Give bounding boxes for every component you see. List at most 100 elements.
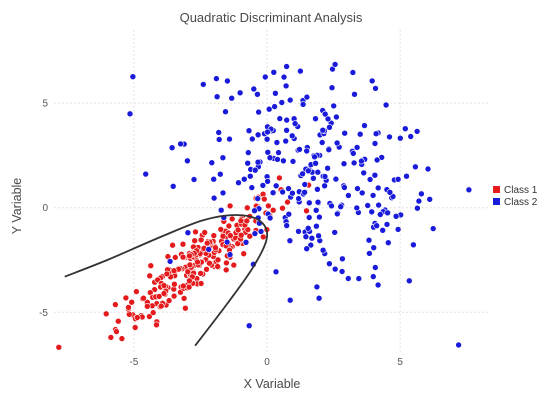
scatter-point-class-2: [310, 175, 317, 182]
decision-boundary: [64, 214, 269, 347]
scatter-point-class-1: [197, 280, 205, 287]
scatter-point-class-2: [349, 69, 357, 76]
scatter-point-class-2: [321, 173, 329, 180]
scatter-point-class-2: [328, 202, 335, 210]
scatter-point-class-2: [338, 268, 346, 275]
scatter-point-class-1: [165, 297, 173, 304]
y-tick-label: 0: [42, 203, 48, 214]
scatter-point-class-1: [113, 328, 120, 335]
scatter-point-class-2: [129, 73, 137, 80]
scatter-point-class-2: [324, 115, 332, 123]
scatter-point-class-2: [331, 229, 339, 236]
scatter-point-class-2: [295, 195, 302, 202]
scatter-point-class-1: [203, 265, 210, 273]
scatter-point-class-2: [272, 90, 279, 97]
scatter-point-class-2: [314, 168, 322, 176]
scatter-point-class-2: [314, 198, 322, 206]
scatter-point-class-1: [118, 335, 126, 342]
scatter-point-class-2: [228, 94, 235, 102]
scatter-point-class-1: [134, 314, 141, 321]
scatter-point-class-2: [302, 233, 310, 240]
scatter-point-class-1: [184, 268, 192, 276]
scatter-point-class-1: [180, 282, 187, 290]
scatter-point-class-2: [407, 133, 415, 140]
scatter-point-class-2: [271, 103, 278, 110]
scatter-point-class-2: [413, 128, 421, 135]
scatter-point-class-2: [276, 115, 284, 122]
scatter-point-class-2: [250, 85, 258, 93]
scatter-point-class-2: [166, 258, 174, 265]
scatter-point-class-2: [368, 77, 376, 85]
scatter-point-class-2: [340, 160, 348, 167]
scatter-point-class-1: [260, 195, 268, 203]
scatter-point-class-2: [251, 166, 259, 174]
y-tick-label: -5: [39, 308, 48, 319]
scatter-point-class-2: [303, 93, 311, 101]
scatter-point-class-2: [301, 189, 308, 196]
scatter-point-class-1: [230, 261, 238, 269]
scatter-point-class-1: [133, 288, 140, 295]
scatter-point-class-2: [215, 129, 222, 136]
scatter-point-class-2: [190, 176, 198, 183]
scatter-point-class-2: [219, 154, 227, 161]
scatter-point-class-2: [345, 192, 352, 199]
scatter-point-class-2: [360, 169, 368, 177]
scatter-point-class-2: [177, 140, 184, 148]
scatter-point-class-2: [383, 221, 391, 228]
x-tick-label: 5: [397, 357, 403, 368]
scatter-point-class-1: [170, 292, 178, 300]
scatter-point-class-2: [282, 137, 290, 145]
scatter-point-class-2: [291, 120, 299, 127]
scatter-point-class-2: [353, 144, 361, 151]
scatter-point-class-1: [112, 301, 119, 308]
scatter-point-class-2: [372, 85, 379, 92]
scatter-point-class-1: [223, 259, 230, 267]
scatter-point-class-2: [373, 156, 381, 164]
scatter-point-class-2: [386, 133, 393, 141]
scatter-point-class-2: [213, 93, 221, 100]
scatter-point-class-2: [217, 206, 225, 214]
scatter-point-class-2: [282, 82, 290, 90]
scatter-point-class-1: [234, 240, 241, 247]
scatter-point-class-1: [276, 174, 283, 182]
scatter-point-class-1: [122, 294, 130, 302]
scatter-point-class-2: [318, 139, 326, 146]
scatter-point-class-2: [356, 130, 364, 138]
scatter-point-class-2: [369, 273, 377, 280]
scatter-point-class-2: [126, 110, 134, 118]
scatter-point-class-1: [160, 282, 168, 289]
scatter-point-class-2: [374, 184, 382, 192]
scatter-point-class-2: [331, 265, 339, 273]
scatter-point-class-2: [374, 281, 382, 289]
legend-label-class-1: Class 1: [504, 185, 538, 196]
scatter-point-class-1: [219, 232, 227, 240]
scatter-point-class-2: [303, 147, 311, 155]
scatter-point-class-2: [418, 190, 425, 198]
scatter-point-class-2: [248, 184, 256, 191]
scatter-point-class-2: [376, 211, 384, 218]
scatter-point-class-2: [304, 225, 312, 232]
scatter-point-class-2: [330, 102, 338, 110]
scatter-point-class-2: [251, 230, 259, 237]
scatter-point-class-1: [203, 239, 211, 247]
scatter-point-class-2: [289, 189, 296, 197]
scatter-point-class-2: [200, 81, 207, 88]
legend-swatch-class-1: [493, 186, 500, 193]
scatter-point-class-2: [371, 171, 379, 179]
scatter-point-class-1: [197, 236, 205, 244]
scatter-point-class-2: [315, 232, 322, 240]
scatter-point-class-2: [394, 226, 402, 233]
scatter-point-class-2: [319, 246, 327, 254]
scatter-point-class-1: [265, 202, 272, 210]
scatter-point-class-2: [242, 239, 250, 246]
scatter-point-class-2: [215, 136, 223, 143]
scatter-point-class-1: [125, 304, 132, 311]
tick-labels: -5 0 5 -5 0 5: [39, 99, 403, 368]
scatter-point-class-2: [426, 196, 434, 203]
scatter-point-class-1: [186, 261, 194, 269]
scatter-point-class-2: [312, 207, 320, 214]
scatter-point-class-2: [285, 210, 293, 218]
scatter-point-class-2: [224, 77, 231, 85]
scatter-point-class-2: [301, 181, 309, 188]
scatter-point-class-2: [226, 135, 233, 143]
